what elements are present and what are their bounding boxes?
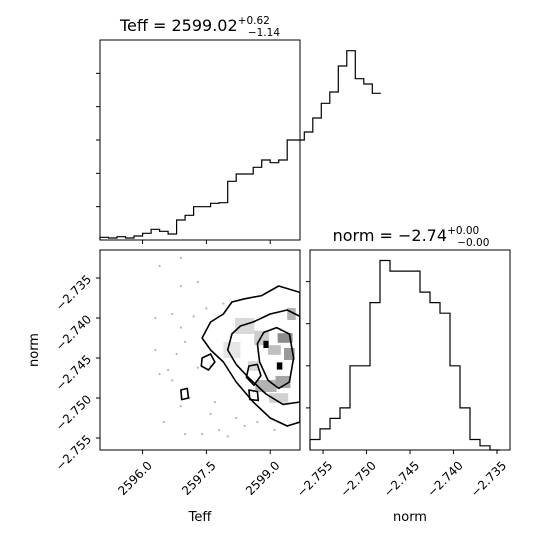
joint-points <box>154 256 289 438</box>
joint-xlabel: Teff <box>188 510 213 525</box>
contour-level-6 <box>248 389 260 402</box>
joint-ytick-label-2: −2.745 <box>53 352 94 393</box>
sample-point-29 <box>171 312 174 316</box>
norm-hist-xtick-label-4: −2.735 <box>468 458 509 499</box>
density-cell-4 <box>235 318 255 334</box>
sample-point-13 <box>201 432 204 436</box>
joint-xtick-label-0: 2596.0 <box>115 458 155 498</box>
teff-title-sub: −1.14 <box>248 27 280 39</box>
teff-histogram-ticks <box>96 72 271 244</box>
density-cell-9 <box>287 308 296 320</box>
norm-histogram-frame <box>309 249 511 451</box>
sample-point-15 <box>243 424 246 428</box>
norm-hist-xtick-label-3: −2.740 <box>425 458 466 499</box>
sample-point-6 <box>205 307 208 310</box>
joint-ytick-label-1: −2.750 <box>53 392 94 433</box>
sample-point-24 <box>256 420 259 424</box>
joint-contours <box>180 285 300 427</box>
sample-point-20 <box>179 404 182 408</box>
norm-hist-xtick-label-1: −2.750 <box>338 458 379 499</box>
joint-ytick-label-3: −2.740 <box>53 312 94 353</box>
sample-point-12 <box>179 284 182 288</box>
teff-histogram-frame <box>99 39 301 241</box>
contour-level-5 <box>180 387 190 401</box>
sample-point-2 <box>175 352 178 356</box>
sample-point-16 <box>235 416 238 420</box>
sample-point-9 <box>209 412 212 416</box>
sample-point-5 <box>171 379 174 382</box>
teff-histogram-panel: Teff = 2599.02+0.62 −1.14 <box>96 15 381 244</box>
sample-point-18 <box>158 372 161 376</box>
norm-histogram-ticks: −2.755 −2.750 −2.745 −2.740 −2.735 <box>294 281 509 500</box>
norm-histogram-steps <box>309 259 500 451</box>
joint-frame <box>99 249 301 451</box>
joint-peaks <box>263 340 283 370</box>
contour-level-2 <box>256 326 295 390</box>
density-cell-8 <box>269 393 289 403</box>
contour-level-3 <box>245 363 262 386</box>
joint-ylabel: norm <box>27 333 42 367</box>
density-cell-7 <box>275 376 291 388</box>
joint-xtick-label-2: 2599.0 <box>243 458 283 498</box>
sample-point-3 <box>192 315 195 318</box>
sample-point-22 <box>154 348 157 352</box>
sample-point-21 <box>154 316 157 320</box>
sample-point-10 <box>218 428 221 432</box>
teff-histogram-steps <box>99 50 381 240</box>
norm-title-sup: +0.00 <box>447 225 479 237</box>
sample-point-19 <box>184 432 187 436</box>
norm-hist-xtick-label-0: −2.755 <box>294 458 335 499</box>
contour-level-1 <box>226 309 300 406</box>
sample-point-25 <box>273 428 276 432</box>
joint-density <box>223 308 296 403</box>
teff-title-sup: +0.62 <box>238 15 270 27</box>
sample-point-11 <box>222 302 225 305</box>
density-peak-0 <box>276 362 283 370</box>
sample-point-30 <box>179 256 182 260</box>
sample-point-14 <box>226 435 229 438</box>
contour-level-0 <box>201 285 300 427</box>
joint-xtick-label-1: 2597.5 <box>179 458 219 498</box>
sample-point-17 <box>166 368 170 372</box>
sample-point-8 <box>162 420 165 424</box>
sample-point-4 <box>196 366 199 369</box>
density-peak-1 <box>263 340 269 348</box>
joint-ticks: 2596.0 2597.5 2599.0−2.755−2.750−2.745−2.7… <box>53 272 283 498</box>
joint-ytick-label-4: −2.735 <box>53 272 94 313</box>
teff-title-main: Teff = 2599.02 <box>119 16 238 35</box>
norm-title-main: norm = −2.74 <box>333 226 447 245</box>
teff-title: Teff = 2599.02+0.62 −1.14 <box>119 15 280 39</box>
density-cell-5 <box>223 342 241 358</box>
sample-point-1 <box>184 340 187 344</box>
norm-xlabel: norm <box>393 510 427 525</box>
norm-title-sub: −0.00 <box>457 237 489 249</box>
density-cell-1 <box>284 348 295 360</box>
norm-title: norm = −2.74+0.00 −0.00 <box>333 225 490 249</box>
sample-point-23 <box>196 280 199 284</box>
sample-point-0 <box>179 326 182 329</box>
norm-histogram-panel: norm = −2.74+0.00 −0.00 −2.755 −2.750 −2.74… <box>294 225 511 500</box>
density-cell-0 <box>277 333 293 343</box>
joint-panel: 2596.0 2597.5 2599.0−2.755−2.750−2.745−2.7… <box>27 249 301 525</box>
density-cell-2 <box>268 345 281 355</box>
joint-ytick-label-0: −2.755 <box>53 432 94 473</box>
contour-level-4 <box>200 353 216 371</box>
norm-hist-xtick-label-2: −2.745 <box>381 458 422 499</box>
sample-point-26 <box>158 264 161 268</box>
sample-point-28 <box>213 400 216 404</box>
